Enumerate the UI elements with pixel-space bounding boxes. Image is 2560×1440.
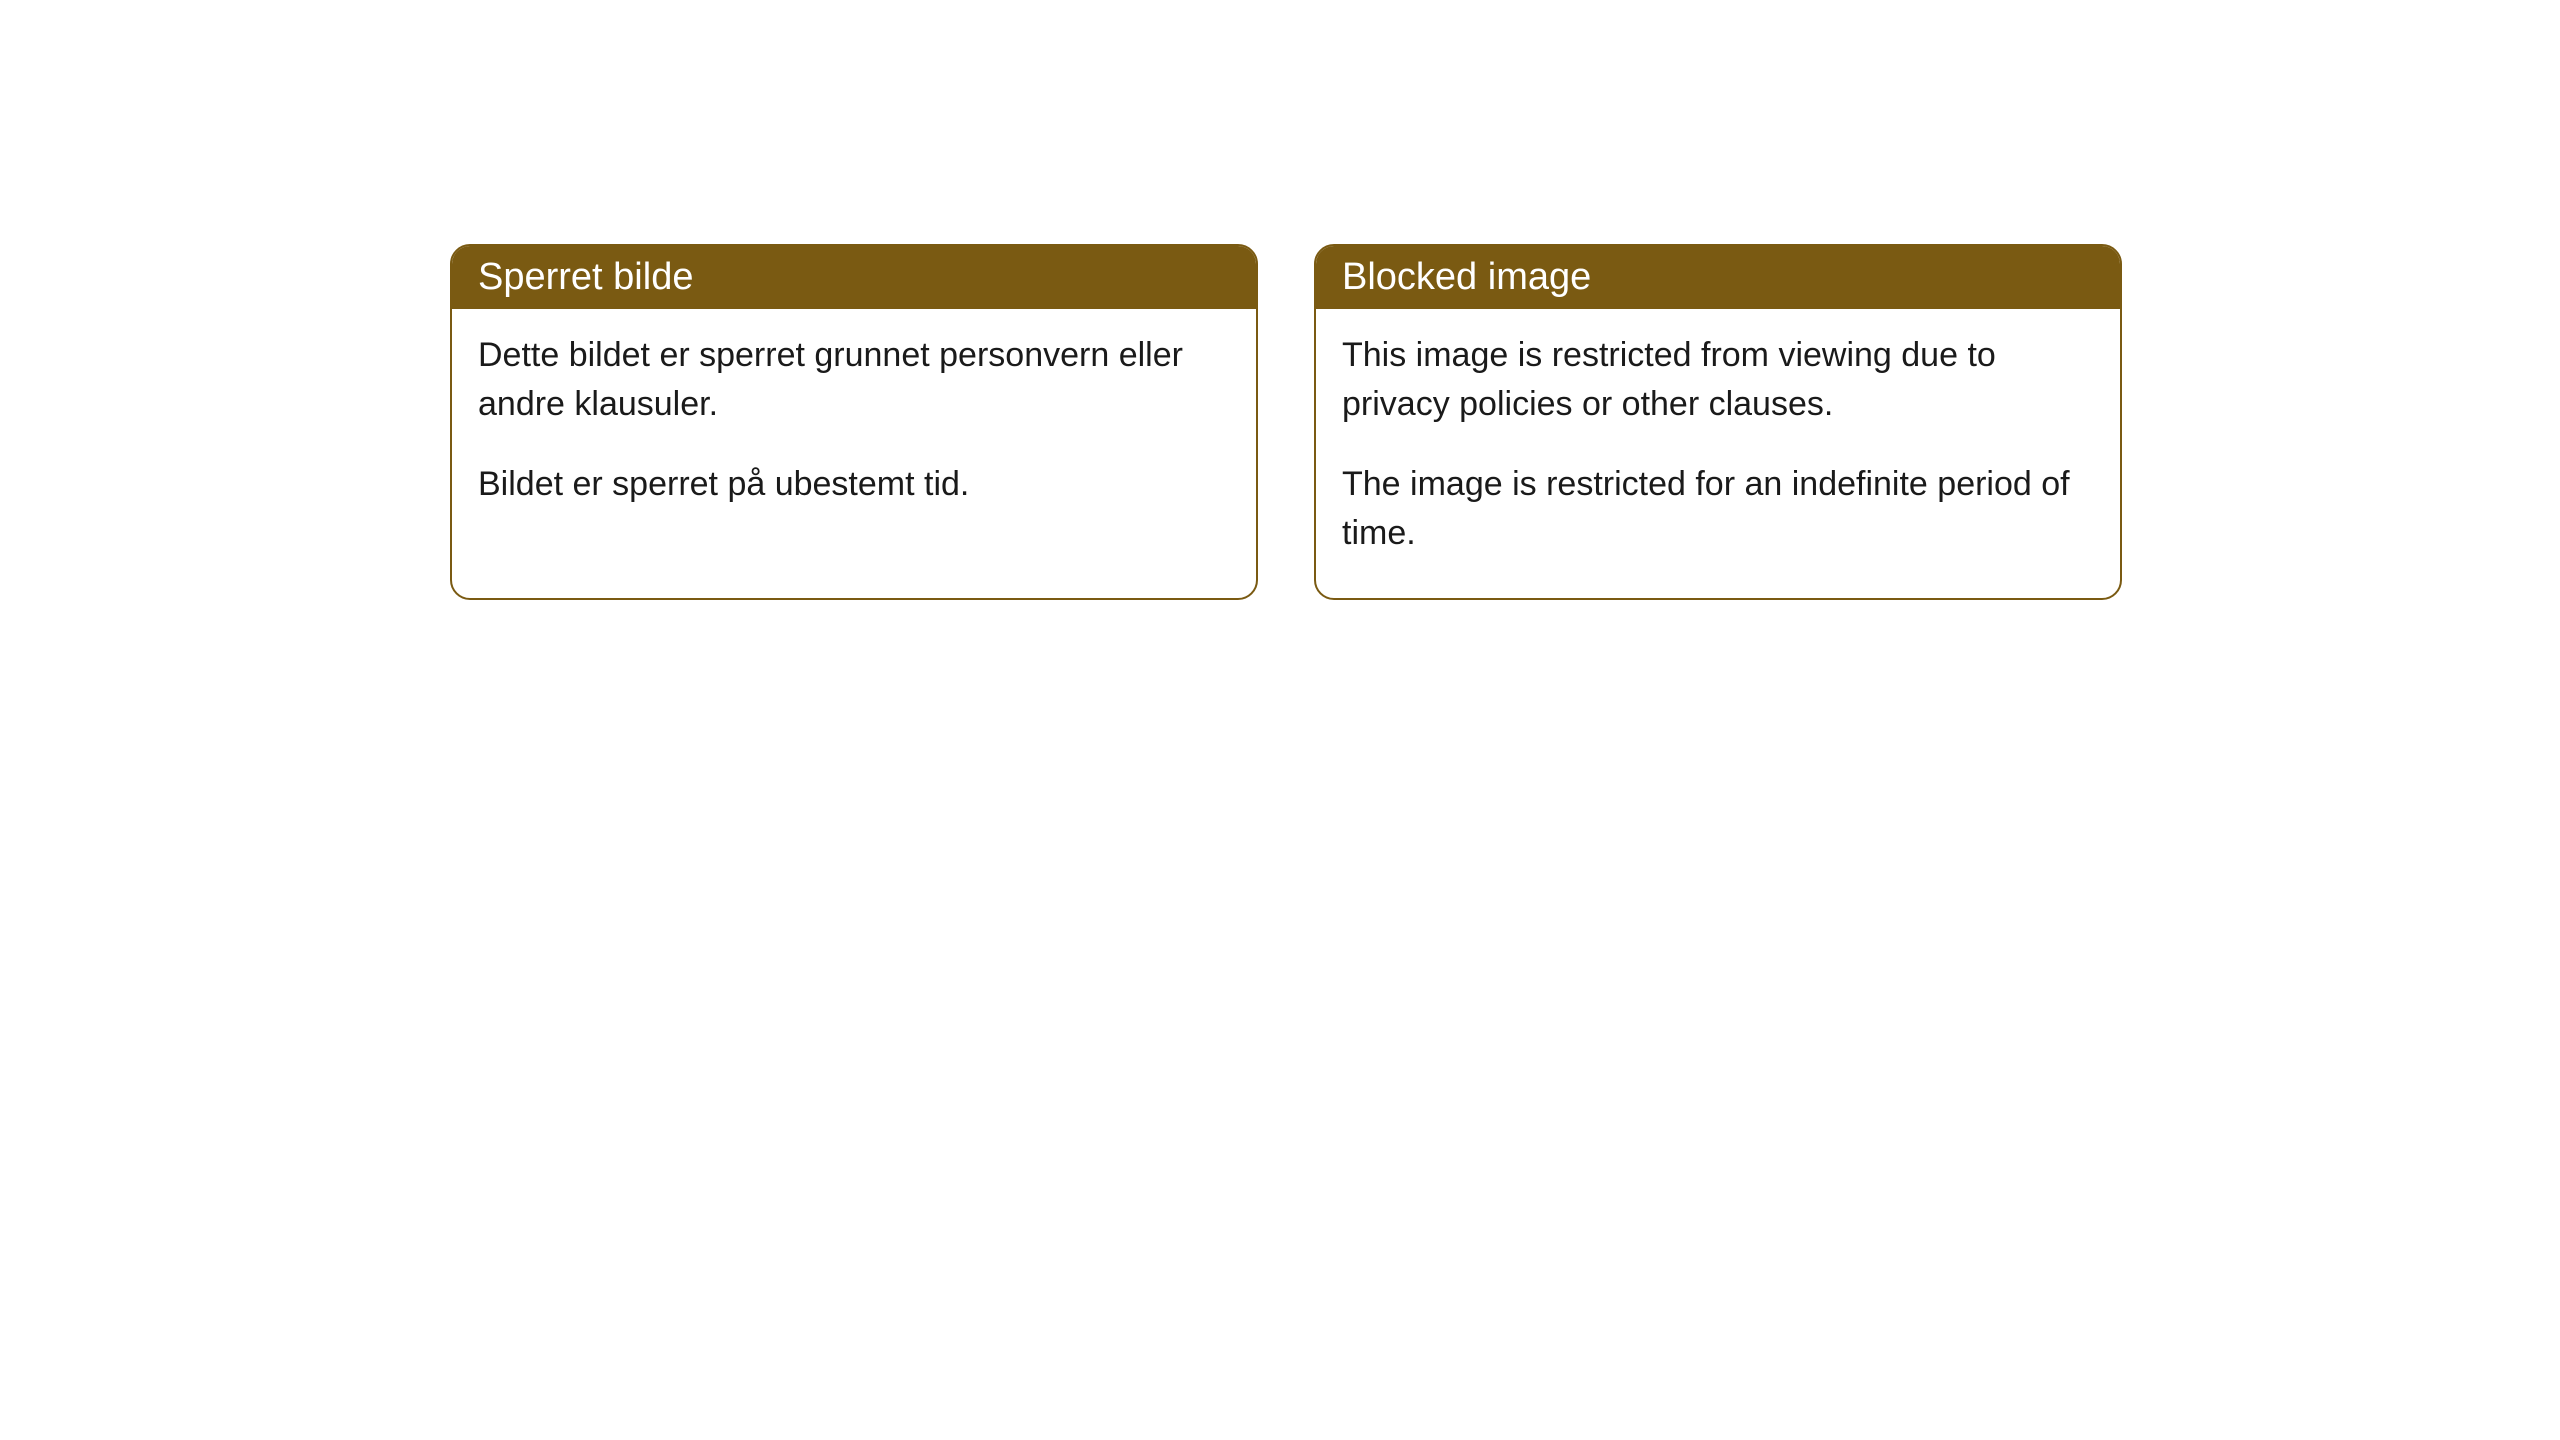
card-header-english: Blocked image [1316, 246, 2120, 309]
card-title-english: Blocked image [1342, 256, 1591, 298]
notice-cards-container: Sperret bilde Dette bildet er sperret gr… [450, 244, 2122, 600]
card-title-norwegian: Sperret bilde [478, 256, 693, 298]
notice-card-english: Blocked image This image is restricted f… [1314, 244, 2122, 600]
card-paragraph-1-norwegian: Dette bildet er sperret grunnet personve… [478, 331, 1230, 430]
card-paragraph-1-english: This image is restricted from viewing du… [1342, 331, 2094, 430]
notice-card-norwegian: Sperret bilde Dette bildet er sperret gr… [450, 244, 1258, 600]
card-body-norwegian: Dette bildet er sperret grunnet personve… [452, 309, 1256, 549]
card-header-norwegian: Sperret bilde [452, 246, 1256, 309]
card-body-english: This image is restricted from viewing du… [1316, 309, 2120, 598]
card-paragraph-2-norwegian: Bildet er sperret på ubestemt tid. [478, 460, 1230, 509]
card-paragraph-2-english: The image is restricted for an indefinit… [1342, 460, 2094, 559]
